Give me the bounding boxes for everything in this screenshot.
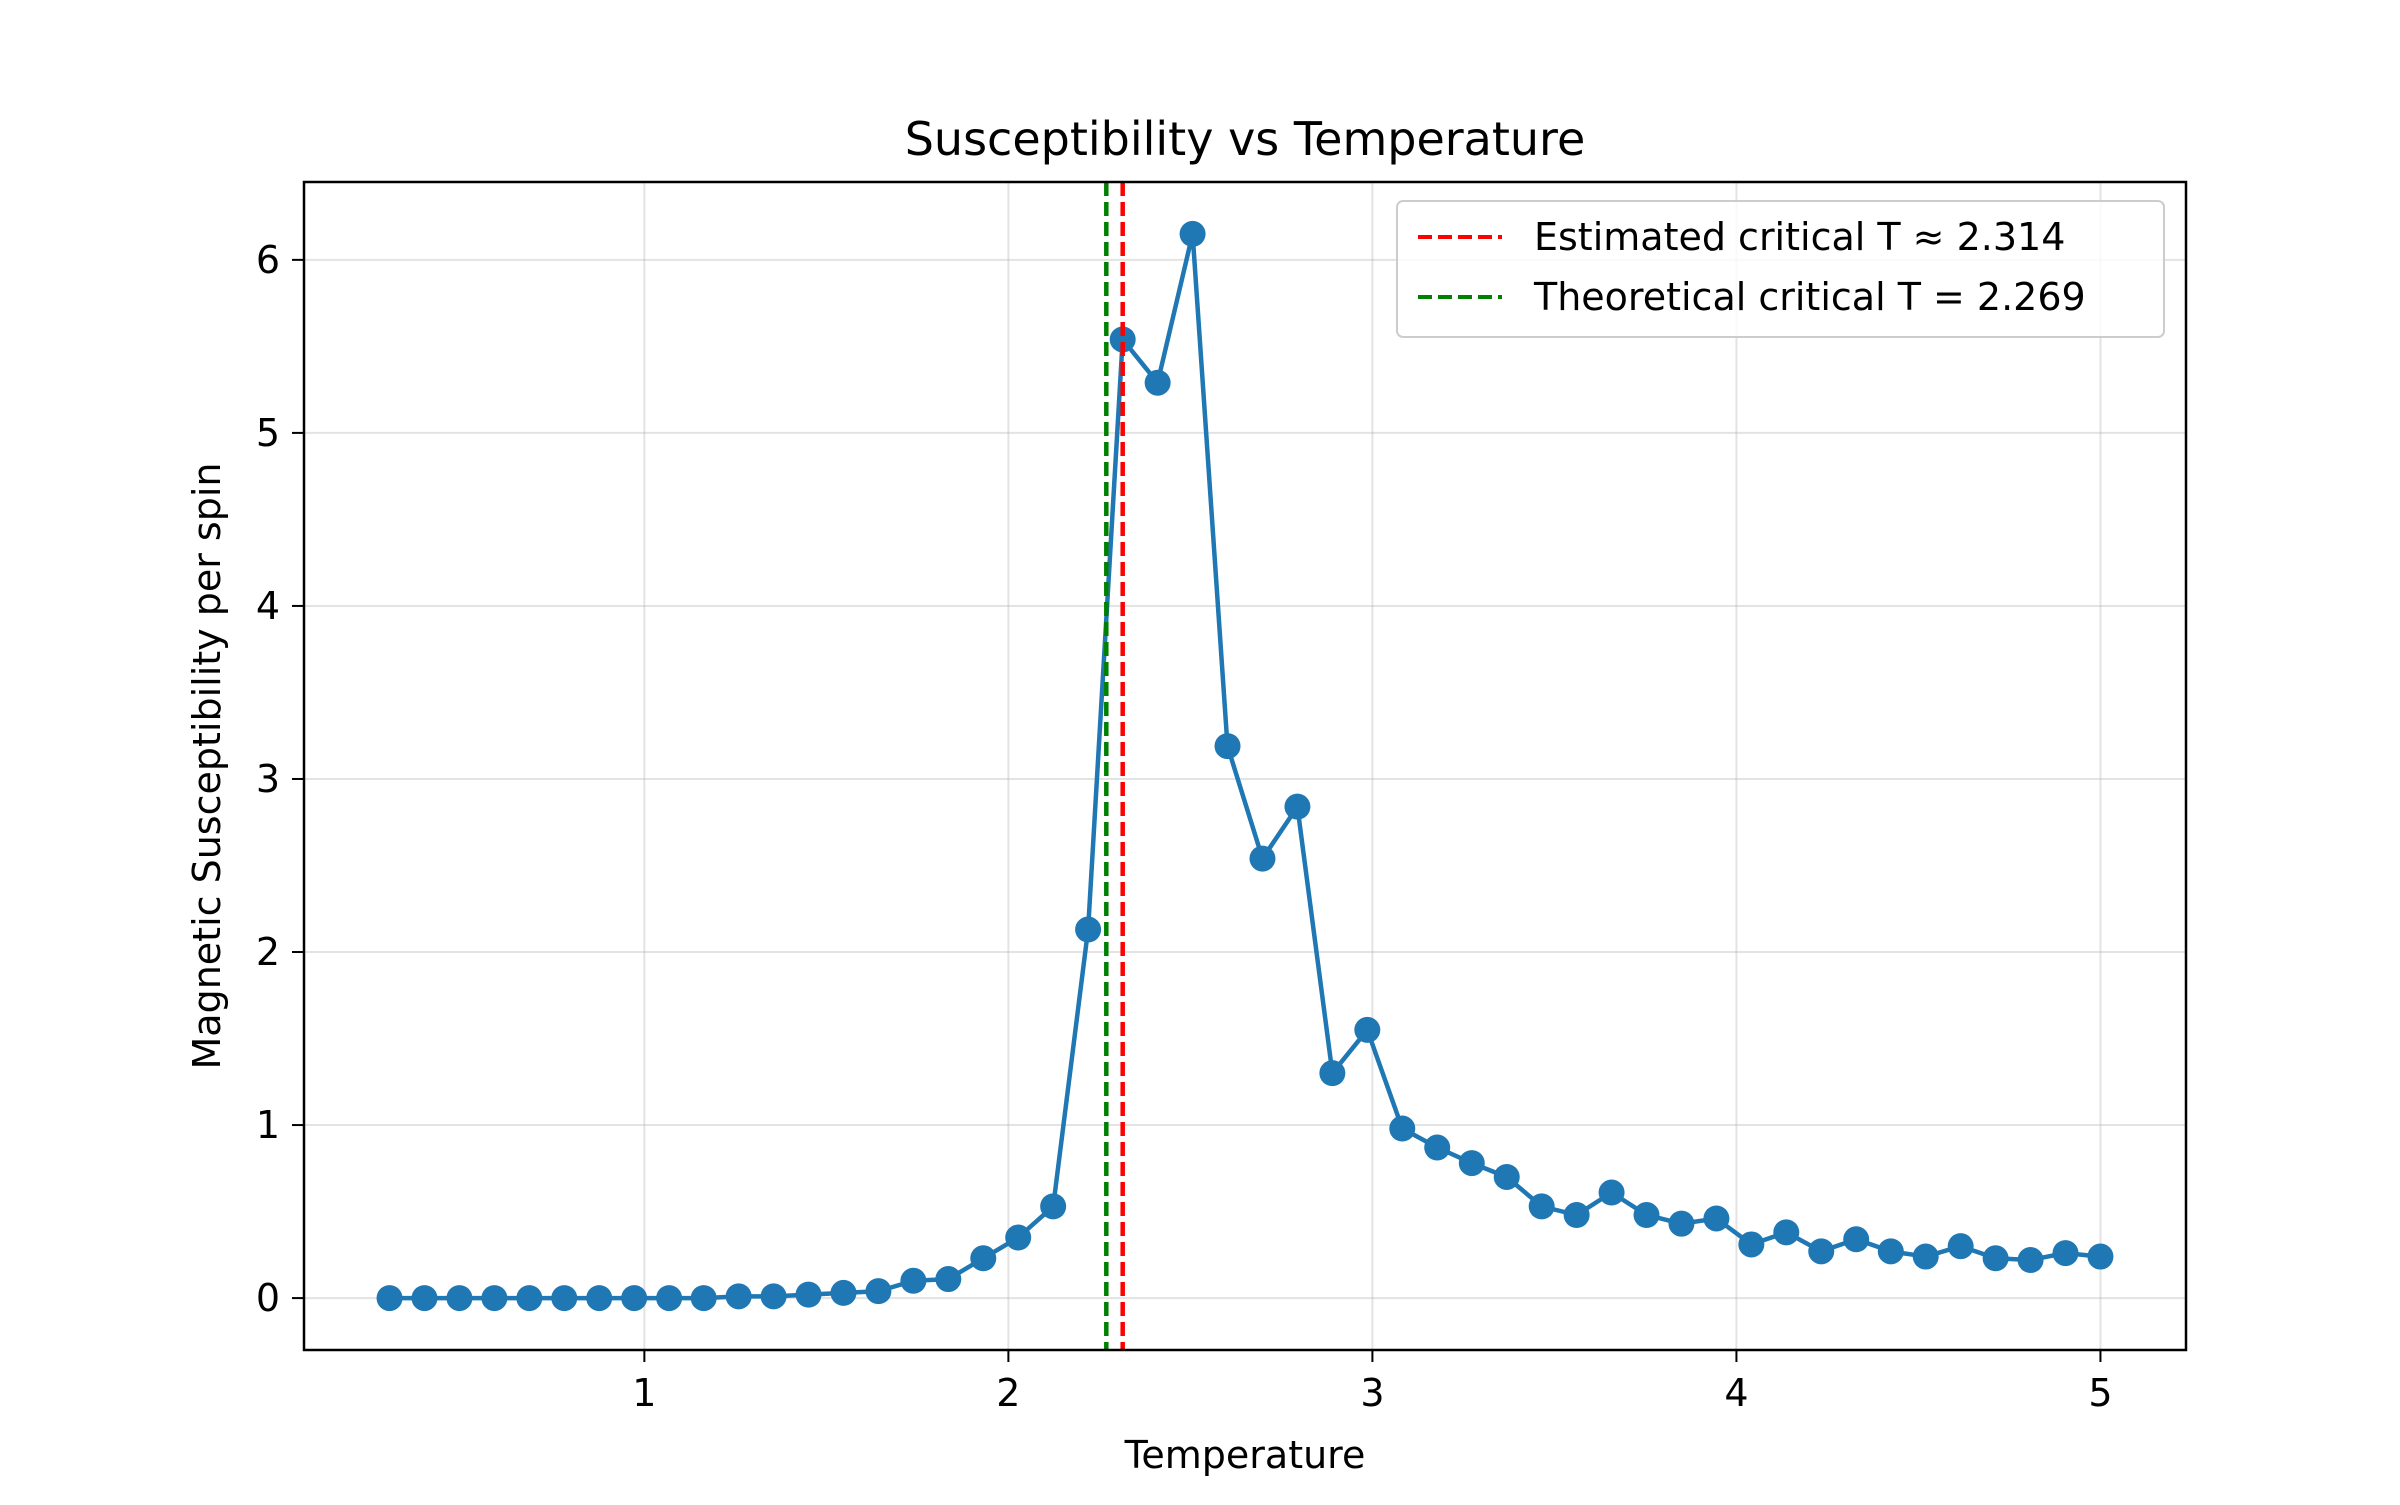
- data-point: [830, 1279, 857, 1306]
- data-point: [1319, 1060, 1346, 1087]
- data-point: [1005, 1224, 1032, 1251]
- data-point: [2052, 1240, 2079, 1267]
- data-point: [1109, 326, 1136, 353]
- grid: [304, 182, 2186, 1350]
- x-tick-label: 2: [996, 1371, 1020, 1415]
- data-point: [2017, 1247, 2044, 1274]
- data-point: [690, 1285, 717, 1312]
- data-point: [1633, 1202, 1660, 1229]
- data-point: [656, 1285, 683, 1312]
- data-point: [1424, 1134, 1451, 1161]
- y-axis-label: Magnetic Susceptibility per spin: [185, 463, 229, 1070]
- data-point: [1528, 1193, 1555, 1220]
- critical-lines: [1104, 182, 1125, 1350]
- data-point: [1214, 733, 1241, 760]
- data-series: [376, 220, 2114, 1312]
- data-point: [446, 1285, 473, 1312]
- data-point: [1703, 1205, 1730, 1232]
- data-point: [1493, 1163, 1520, 1190]
- legend: Estimated critical T ≈ 2.314 Theoretical…: [1396, 200, 2165, 338]
- data-point: [900, 1267, 927, 1294]
- data-point: [795, 1281, 822, 1308]
- y-tick-label: 1: [256, 1103, 280, 1147]
- y-tick-label: 6: [256, 238, 280, 282]
- data-point: [1808, 1238, 1835, 1265]
- x-tick-label: 4: [1724, 1371, 1748, 1415]
- data-point: [1458, 1150, 1485, 1177]
- x-tick-label: 3: [1360, 1371, 1384, 1415]
- plot-frame: [302, 180, 2188, 1352]
- data-point: [1947, 1233, 1974, 1260]
- legend-label-theoretical: Theoretical critical T = 2.269: [1533, 275, 2086, 319]
- legend-label-estimated: Estimated critical T ≈ 2.314: [1534, 215, 2065, 259]
- data-point: [1843, 1226, 1870, 1253]
- y-tick-label: 5: [256, 411, 280, 455]
- data-point: [621, 1285, 648, 1312]
- data-point: [516, 1285, 543, 1312]
- chart-title: Susceptibility vs Temperature: [905, 112, 1586, 166]
- data-point: [2087, 1243, 2114, 1270]
- data-point: [1354, 1016, 1381, 1043]
- data-point: [1668, 1210, 1695, 1237]
- data-point: [411, 1285, 438, 1312]
- data-point: [1075, 916, 1102, 943]
- data-point: [935, 1266, 962, 1293]
- data-point: [970, 1245, 997, 1272]
- data-point: [1598, 1179, 1625, 1206]
- x-tick-label: 1: [632, 1371, 656, 1415]
- data-point: [1040, 1193, 1067, 1220]
- x-axis-label: Temperature: [1124, 1433, 1366, 1477]
- data-point: [1144, 369, 1171, 396]
- data-point: [1982, 1245, 2009, 1272]
- y-tick-label: 4: [256, 584, 280, 628]
- y-tick-label: 3: [256, 757, 280, 801]
- y-tick-label: 0: [256, 1276, 280, 1320]
- data-point: [586, 1285, 613, 1312]
- data-point: [1249, 845, 1276, 872]
- data-point: [1877, 1238, 1904, 1265]
- data-point: [1912, 1243, 1939, 1270]
- data-point: [760, 1283, 787, 1310]
- axis-ticks: 1 2 3 4 5 0 1 2 3 4 5 6: [256, 238, 2113, 1415]
- data-point: [1389, 1115, 1416, 1142]
- x-tick-label: 5: [2088, 1371, 2112, 1415]
- data-point: [1284, 793, 1311, 820]
- data-point: [865, 1278, 892, 1305]
- data-point: [481, 1285, 508, 1312]
- data-point: [551, 1285, 578, 1312]
- y-tick-label: 2: [256, 930, 280, 974]
- data-point: [1773, 1219, 1800, 1246]
- data-point: [1563, 1202, 1590, 1229]
- data-point: [376, 1285, 403, 1312]
- data-point: [1179, 220, 1206, 247]
- legend-box: [1396, 200, 2165, 338]
- data-point: [1738, 1231, 1765, 1258]
- data-point: [725, 1283, 752, 1310]
